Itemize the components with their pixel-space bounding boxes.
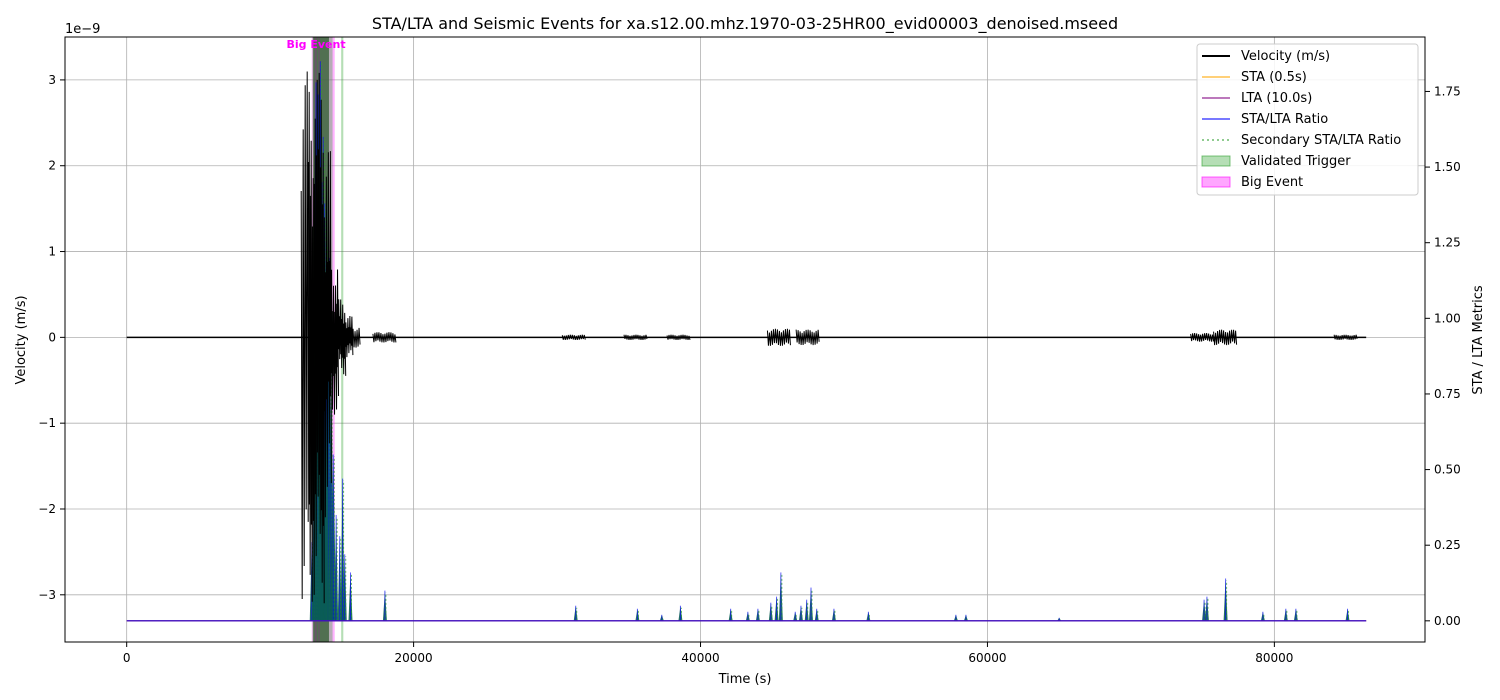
- velocity-burst-9: [666, 334, 691, 341]
- legend-label-5: Validated Trigger: [1241, 154, 1351, 169]
- velocity-burst-5: [336, 327, 361, 348]
- y-right-tick-label-7: 1.75: [1434, 84, 1461, 98]
- y-right-tick-label-0: 0.00: [1434, 614, 1461, 628]
- legend-swatch-6: [1201, 176, 1231, 188]
- y-right-tick-label-1: 0.25: [1434, 538, 1461, 552]
- axes: 0 20000 40000 60000 80000 −3 −2 −1 0 1 2 3 0.00 0.25 0…: [38, 36, 1461, 665]
- plot-area: [126, 37, 1367, 642]
- y-right-tick-label-5: 1.25: [1434, 236, 1461, 250]
- y-left-tick-label-4: 1: [48, 245, 56, 259]
- annotation-big-event-0: Big Event: [287, 38, 346, 51]
- velocity-burst-8: [623, 334, 648, 341]
- y-left-tick-label-5: 2: [48, 159, 56, 173]
- velocity-burst-14: [1333, 334, 1358, 341]
- y-left-tick-label-6: 3: [48, 73, 56, 87]
- chart-title: STA/LTA and Seismic Events for xa.s12.00…: [372, 14, 1118, 34]
- y-right-tick-label-3: 0.75: [1434, 387, 1461, 401]
- legend-box: [1196, 43, 1419, 196]
- y-right-tick-label-4: 1.00: [1434, 311, 1461, 325]
- annotations: Big Event: [287, 38, 346, 51]
- legend-label-4: Secondary STA/LTA Ratio: [1241, 133, 1401, 148]
- legend-label-2: LTA (10.0s): [1241, 91, 1312, 106]
- y-left-tick-label-1: −2: [38, 502, 56, 516]
- legend-swatch-5: [1201, 155, 1231, 167]
- velocity-burst-10: [766, 328, 791, 346]
- velocity-burst-7: [561, 334, 586, 341]
- legend-label-6: Big Event: [1241, 175, 1303, 190]
- x-tick-label-1: 20000: [395, 651, 433, 665]
- x-tick-label-2: 40000: [681, 651, 719, 665]
- velocity-burst-13: [1213, 329, 1238, 346]
- y-left-exponent-label: 1e−9: [65, 22, 100, 37]
- y-axis-label-right: STA / LTA Metrics: [1471, 285, 1486, 395]
- y-axis-label-left: Velocity (m/s): [14, 295, 29, 384]
- legend-label-1: STA (0.5s): [1241, 70, 1307, 85]
- legend-label-0: Velocity (m/s): [1241, 49, 1330, 64]
- legend: Velocity (m/s) STA (0.5s) LTA (10.0s) STA/L…: [1196, 43, 1419, 196]
- x-tick-label-3: 60000: [968, 651, 1006, 665]
- velocity-burst-12: [1190, 332, 1215, 342]
- x-axis-label: Time (s): [718, 672, 772, 687]
- velocity-burst-11: [795, 329, 820, 346]
- legend-label-3: STA/LTA Ratio: [1241, 112, 1328, 127]
- y-left-tick-label-3: 0: [48, 330, 56, 344]
- x-tick-label-0: 0: [123, 651, 131, 665]
- axes-frame: [64, 36, 1426, 643]
- y-right-tick-label-2: 0.50: [1434, 463, 1461, 477]
- x-tick-label-4: 80000: [1255, 651, 1293, 665]
- y-right-tick-label-6: 1.50: [1434, 160, 1461, 174]
- velocity-burst-6: [372, 332, 397, 343]
- y-left-tick-label-0: −3: [38, 588, 56, 602]
- y-left-tick-label-2: −1: [38, 416, 56, 430]
